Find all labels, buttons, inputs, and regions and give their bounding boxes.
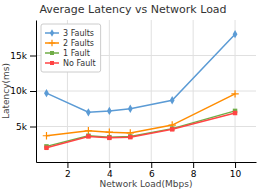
- tick: 10: [230, 162, 242, 179]
- legend-label: No Fault: [63, 59, 96, 68]
- data-point: [106, 128, 113, 135]
- data-point: [85, 127, 92, 134]
- grid-line: [36, 91, 256, 92]
- legend-box: [41, 24, 101, 72]
- tick: 8: [191, 162, 197, 179]
- legend-label: 2 Faults: [63, 39, 94, 48]
- title: Average Latency vs Network Load: [39, 3, 226, 16]
- data-point: [233, 111, 237, 115]
- legend-item: 1 Fault: [45, 49, 90, 58]
- tick: 6: [149, 162, 155, 179]
- grid-line: [151, 20, 152, 162]
- grid-line: [193, 20, 194, 162]
- tick-mark: [30, 56, 36, 57]
- marks: [43, 30, 239, 150]
- data-point: [170, 126, 174, 130]
- data-point: [43, 132, 50, 139]
- axis-domain: [36, 21, 37, 163]
- tick-mark: [235, 162, 236, 168]
- plot: 2 4 6 8 10 5k 10k 15k 3 Faults2 Faults1 FaultNo …: [10, 20, 256, 179]
- legend: 3 Faults2 Faults1 FaultNo Fault: [41, 24, 101, 72]
- data-point: [86, 134, 90, 138]
- data-point: [231, 90, 238, 97]
- data-point: [86, 108, 91, 116]
- data-point: [128, 135, 132, 139]
- tick: 15k: [10, 51, 36, 61]
- series-line: [46, 113, 235, 148]
- tick-mark: [67, 162, 68, 168]
- tick-label: 2: [65, 169, 71, 179]
- tick-label: 10: [230, 169, 242, 179]
- tick-label: 5k: [16, 122, 28, 132]
- tick-label: 6: [149, 169, 155, 179]
- data-point: [107, 135, 111, 139]
- tick: 5k: [16, 122, 36, 132]
- legend-item: 3 Faults: [45, 29, 94, 38]
- legend-item: 2 Faults: [45, 39, 94, 48]
- grid: [36, 20, 256, 162]
- tick-mark: [193, 162, 194, 168]
- tick-mark: [109, 162, 110, 168]
- data-point: [233, 30, 238, 38]
- data-point: [107, 107, 112, 115]
- chart: Average Latency vs Network Load 2 4 6 8 10 5k 1…: [0, 0, 266, 190]
- grid-line: [36, 126, 256, 127]
- data-point: [86, 133, 90, 137]
- data-point: [170, 127, 174, 131]
- y-axis-title: Latency(ms): [1, 63, 11, 119]
- data-point: [44, 146, 48, 150]
- tick-mark: [30, 91, 36, 92]
- legend-label: 1 Fault: [63, 49, 90, 58]
- legend-symbol: [49, 40, 56, 47]
- tick: 4: [107, 162, 113, 179]
- data-point: [107, 136, 111, 140]
- x-axis-title: Network Load(Mbps): [100, 179, 193, 189]
- tick-mark: [30, 127, 36, 128]
- data-point: [128, 105, 133, 113]
- data-point: [170, 96, 175, 104]
- x-axis: 2 4 6 8 10: [37, 162, 257, 179]
- series-line: [46, 111, 235, 147]
- tick-label: 4: [107, 169, 113, 179]
- y-axis: 5k 10k 15k: [10, 21, 36, 163]
- series-line: [46, 34, 235, 112]
- tick-label: 8: [191, 169, 197, 179]
- legend-symbol: [50, 51, 54, 55]
- tick-mark: [151, 162, 152, 168]
- legend-symbol: [50, 61, 54, 65]
- legend-symbol: [50, 29, 54, 36]
- data-point: [44, 89, 49, 97]
- tick: 10k: [10, 86, 36, 96]
- series-line: [46, 94, 235, 136]
- tick-label: 15k: [10, 51, 27, 61]
- tick: 2: [65, 162, 71, 179]
- data-point: [128, 134, 132, 138]
- legend-item: No Fault: [45, 59, 96, 68]
- legend-label: 3 Faults: [63, 29, 94, 38]
- grid-line: [109, 20, 110, 162]
- tick-label: 10k: [10, 86, 27, 96]
- axis-domain: [37, 162, 257, 163]
